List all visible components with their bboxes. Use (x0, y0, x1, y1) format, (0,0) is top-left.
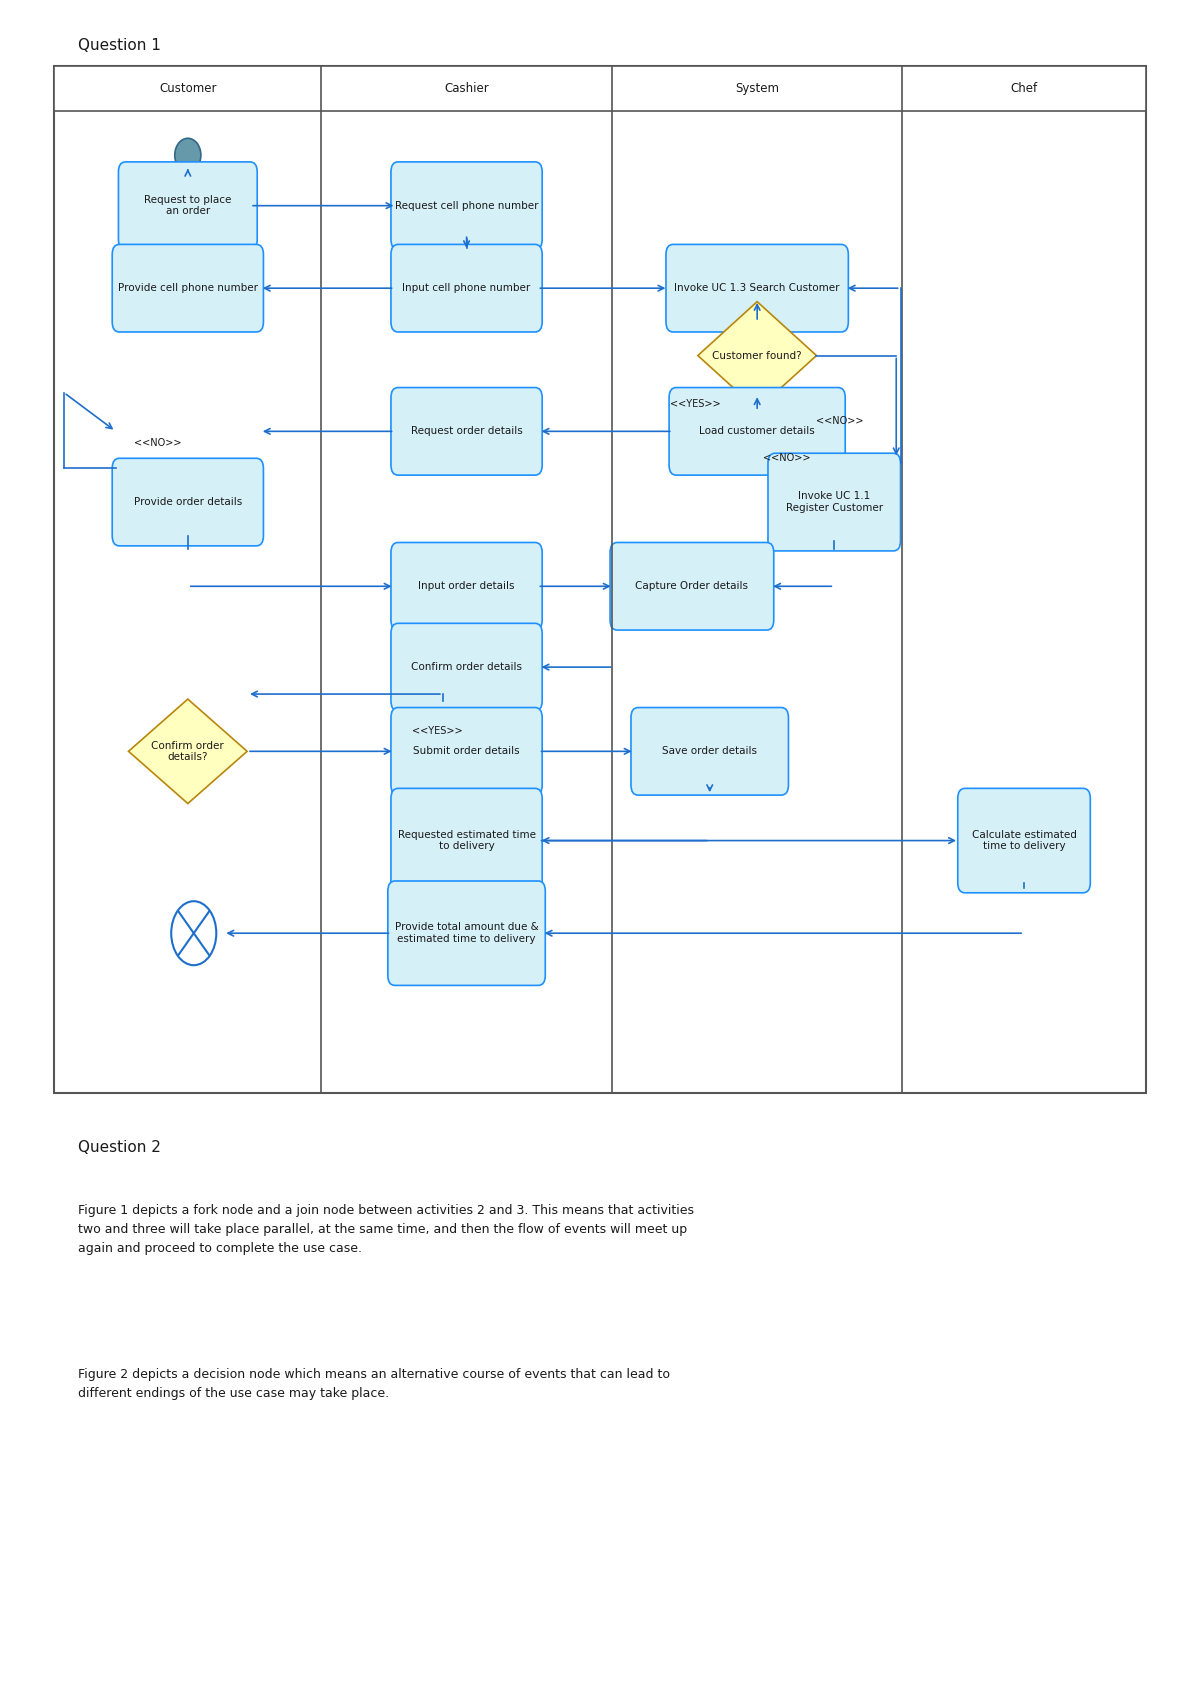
FancyBboxPatch shape (113, 458, 264, 545)
Text: Chef: Chef (1010, 82, 1038, 95)
Text: <<NO>>: <<NO>> (763, 453, 810, 464)
Circle shape (172, 902, 216, 964)
Bar (54, 66, 1146, 112)
Text: Invoke UC 1.3 Search Customer: Invoke UC 1.3 Search Customer (674, 284, 840, 294)
Text: Confirm order
details?: Confirm order details? (151, 740, 224, 762)
Text: Load customer details: Load customer details (700, 426, 815, 436)
FancyBboxPatch shape (958, 788, 1091, 893)
Polygon shape (128, 700, 247, 803)
Text: Figure 1 depicts a fork node and a join node between activities 2 and 3. This me: Figure 1 depicts a fork node and a join … (78, 1204, 694, 1255)
Text: Provide total amount due &
estimated time to delivery: Provide total amount due & estimated tim… (395, 922, 539, 944)
Text: Confirm order details: Confirm order details (412, 662, 522, 672)
Text: Invoke UC 1.1
Register Customer: Invoke UC 1.1 Register Customer (786, 491, 883, 513)
FancyBboxPatch shape (768, 453, 900, 550)
Text: Request to place
an order: Request to place an order (144, 195, 232, 216)
Polygon shape (698, 302, 816, 409)
Text: Question 1: Question 1 (78, 37, 161, 53)
Text: Provide order details: Provide order details (133, 498, 242, 508)
Text: Provide cell phone number: Provide cell phone number (118, 284, 258, 294)
FancyBboxPatch shape (670, 387, 845, 475)
FancyBboxPatch shape (388, 881, 545, 985)
Text: Input cell phone number: Input cell phone number (402, 284, 530, 294)
Text: System: System (736, 82, 779, 95)
FancyBboxPatch shape (119, 161, 257, 250)
Text: Customer: Customer (160, 82, 216, 95)
Text: Calculate estimated
time to delivery: Calculate estimated time to delivery (972, 830, 1076, 851)
Text: Input order details: Input order details (419, 581, 515, 591)
Text: <<NO>>: <<NO>> (816, 416, 864, 426)
FancyBboxPatch shape (666, 245, 848, 333)
Text: Question 2: Question 2 (78, 1141, 161, 1155)
FancyBboxPatch shape (391, 708, 542, 795)
FancyBboxPatch shape (391, 387, 542, 475)
FancyBboxPatch shape (391, 245, 542, 333)
FancyBboxPatch shape (391, 161, 542, 250)
Text: Capture Order details: Capture Order details (636, 581, 749, 591)
FancyBboxPatch shape (113, 245, 264, 333)
Text: Customer found?: Customer found? (713, 350, 802, 360)
Text: Request order details: Request order details (410, 426, 522, 436)
Text: Save order details: Save order details (662, 747, 757, 756)
Text: Figure 2 depicts a decision node which means an alternative course of events tha: Figure 2 depicts a decision node which m… (78, 1367, 670, 1399)
Text: Requested estimated time
to delivery: Requested estimated time to delivery (397, 830, 535, 851)
Text: Submit order details: Submit order details (413, 747, 520, 756)
FancyBboxPatch shape (631, 708, 788, 795)
Text: <<YES>>: <<YES>> (412, 727, 462, 737)
Ellipse shape (175, 138, 200, 171)
Text: <<YES>>: <<YES>> (670, 399, 721, 409)
Bar (54, 66, 1146, 1094)
FancyBboxPatch shape (391, 542, 542, 630)
Text: Cashier: Cashier (444, 82, 488, 95)
Text: <<NO>>: <<NO>> (134, 438, 182, 448)
FancyBboxPatch shape (391, 788, 542, 893)
FancyBboxPatch shape (610, 542, 774, 630)
Text: Request cell phone number: Request cell phone number (395, 200, 539, 211)
FancyBboxPatch shape (391, 623, 542, 711)
